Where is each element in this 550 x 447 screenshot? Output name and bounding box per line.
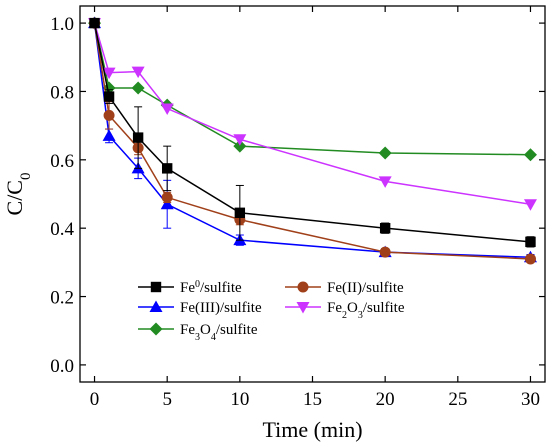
legend-entry: Fe2O3/sulfite	[285, 300, 405, 321]
legend-label-part: Fe	[180, 280, 195, 296]
series-line	[93, 22, 531, 260]
legend-entry: Fe3O4/sulfite	[138, 322, 258, 343]
legend-label-part: Fe(III)/sulfite	[180, 300, 262, 316]
data-point	[234, 207, 246, 218]
data-point	[523, 199, 537, 211]
x-tick-label: 5	[162, 389, 172, 410]
series-line	[93, 22, 531, 243]
x-tick-label: 15	[303, 389, 322, 410]
legend-label-part: O	[347, 300, 358, 316]
data-point	[378, 146, 392, 160]
legend-label-part: Fe	[327, 300, 342, 316]
legend-label-sub: 3	[195, 332, 200, 343]
data-point	[160, 197, 174, 210]
legend: Fe0/sulfite Fe(II)/sulfiteFe(III)/sulfite…	[138, 279, 405, 343]
legend-entry: Fe(III)/sulfite	[138, 300, 262, 316]
legend-label-part: Fe(II)/sulfite	[327, 280, 404, 296]
data-point	[103, 91, 115, 102]
legend-label: Fe3O4/sulfite	[180, 322, 258, 343]
y-tick-label: 0.8	[50, 82, 74, 103]
legend-marker	[149, 322, 163, 336]
legend-label-sup: 0	[195, 279, 200, 290]
data-point	[379, 246, 391, 258]
data-point	[131, 81, 145, 95]
data-point	[161, 191, 173, 203]
y-tick-label: 0.2	[50, 288, 74, 309]
legend-label-sub: 4	[211, 332, 216, 343]
legend-label: Fe(II)/sulfite	[327, 280, 404, 296]
data-point	[378, 176, 392, 188]
series-group	[88, 16, 537, 263]
legend-label: Fe2O3/sulfite	[327, 300, 405, 321]
legend-label-part: Fe	[180, 322, 195, 338]
x-tick-label: 25	[448, 389, 467, 410]
legend-marker	[150, 281, 162, 293]
data-point	[89, 17, 100, 29]
legend-label-part: /sulfite	[363, 300, 405, 316]
data-point	[160, 103, 174, 116]
series-group	[89, 17, 536, 265]
legend-label-part: O	[200, 322, 211, 338]
y-tick-label: 0.0	[50, 356, 74, 377]
y-tick-label: 0.6	[50, 151, 74, 172]
data-point	[523, 148, 537, 162]
legend-label: Fe(III)/sulfite	[180, 300, 262, 316]
x-tick-label: 0	[90, 389, 100, 410]
data-point	[102, 67, 116, 80]
legend-label-part: /sulfite	[200, 280, 242, 296]
data-point	[131, 66, 145, 79]
series-line	[93, 22, 531, 205]
x-tick-label: 10	[230, 389, 249, 410]
y-axis-title-subscript: 0	[18, 173, 34, 181]
y-tick-label: 1.0	[50, 14, 74, 35]
series-line	[93, 22, 531, 156]
data-point	[233, 139, 247, 153]
legend-entry: Fe(II)/sulfite	[285, 280, 404, 296]
y-tick-label: 0.4	[50, 219, 74, 240]
legend-label: Fe0/sulfite	[180, 279, 242, 297]
series-line	[93, 22, 531, 258]
x-tick-label: 30	[521, 389, 540, 410]
series-group	[88, 18, 537, 211]
data-point	[379, 222, 391, 234]
series-group	[89, 17, 536, 248]
ticks: 0 5 10 15 20 25 300.00.20.40.60.81.0	[50, 6, 545, 410]
axes: Time (min)C/C0	[2, 5, 546, 442]
legend-label-sub: 3	[358, 310, 363, 321]
legend-label-sub: 2	[342, 310, 347, 321]
data-point	[525, 236, 536, 248]
y-axis-title-main: C/C	[2, 180, 27, 215]
plot-frame	[79, 5, 546, 383]
legend-marker	[297, 281, 309, 293]
x-tick-label: 20	[376, 389, 395, 410]
series-layer	[88, 16, 537, 265]
data-point	[103, 109, 115, 121]
data-point	[233, 134, 247, 146]
data-point	[102, 129, 116, 141]
x-axis-title: Time (min)	[262, 417, 362, 442]
legend-entry: Fe0/sulfite	[138, 279, 242, 297]
data-point	[161, 163, 173, 174]
y-axis-title: C/C0	[2, 173, 34, 216]
series-group	[88, 16, 537, 162]
legend-marker	[149, 300, 163, 312]
data-point	[524, 253, 536, 265]
data-point	[132, 132, 144, 143]
legend-marker	[296, 302, 310, 314]
legend-label-part: /sulfite	[216, 322, 258, 338]
